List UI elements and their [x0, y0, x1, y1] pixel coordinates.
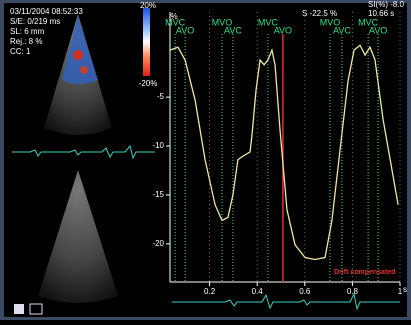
- event-label: AVC: [333, 25, 351, 35]
- y-tick-label: -10: [152, 141, 164, 150]
- y-tick-label: -15: [152, 190, 164, 199]
- info-line: 03/11/2004 08:52:33: [10, 7, 83, 16]
- event-label: AVO: [274, 25, 292, 35]
- y-tick-label: -5: [157, 92, 165, 101]
- colorbar-top-label: 20%: [140, 1, 156, 10]
- x-tick-label: 1: [398, 287, 403, 296]
- y-tick-label: -20: [152, 239, 164, 248]
- screen: 20% -20% S -22.5 % 10.66 s SI(%) -8.0 % …: [0, 0, 411, 320]
- colorbar: [143, 8, 150, 76]
- info-line: CC: 1: [10, 47, 31, 56]
- x-tick-label: 0.4: [252, 287, 264, 296]
- drift-note: Drift compensated: [334, 269, 395, 276]
- colorbar-bottom-label: -20%: [139, 79, 158, 88]
- readout-si: SI(%) -8.0: [368, 0, 405, 9]
- event-label: AVO: [176, 25, 194, 35]
- x-tick-label: 0.8: [347, 287, 359, 296]
- info-line: S/E: 0/219 ms: [10, 17, 60, 26]
- x-tick-label: 0.2: [204, 287, 216, 296]
- x-tick-label: 0.6: [299, 287, 311, 296]
- tool-icon[interactable]: [14, 304, 24, 314]
- x-axis-label: s: [403, 285, 407, 294]
- event-label: AVC: [224, 25, 242, 35]
- info-line: Rej.: 8 %: [10, 37, 42, 46]
- page: 20% -20% S -22.5 % 10.66 s SI(%) -8.0 % …: [0, 0, 411, 320]
- event-label: AVO: [369, 25, 387, 35]
- info-line: SL: 6 mm: [10, 27, 45, 36]
- doppler-spot: [80, 66, 88, 74]
- doppler-spot: [73, 50, 83, 60]
